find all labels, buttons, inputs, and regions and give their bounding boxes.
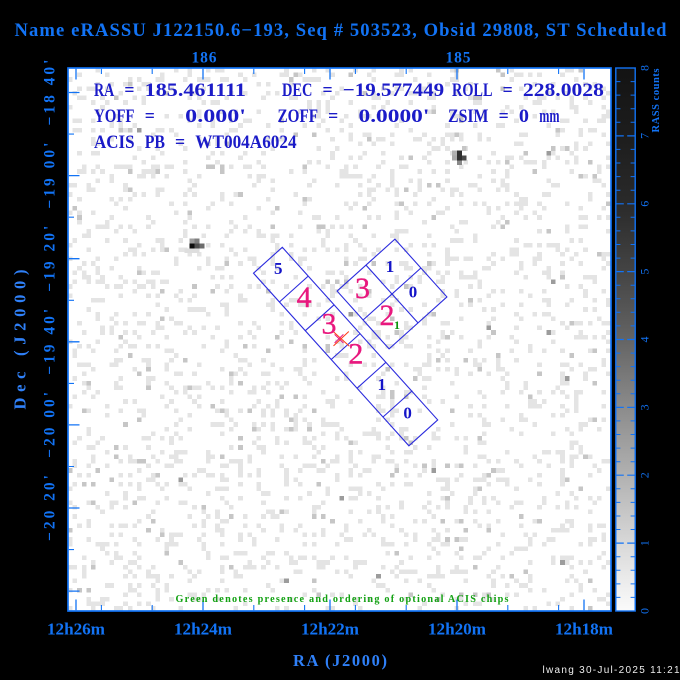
svg-text:WT004A6024: WT004A6024 bbox=[195, 132, 297, 153]
svg-text:8: 8 bbox=[637, 65, 651, 71]
svg-text:3: 3 bbox=[355, 272, 370, 305]
svg-text:5: 5 bbox=[274, 259, 283, 278]
svg-text:1: 1 bbox=[637, 540, 651, 546]
svg-text:228.0028: 228.0028 bbox=[523, 80, 604, 101]
svg-text:=: = bbox=[145, 106, 155, 127]
svg-text:ZOFF: ZOFF bbox=[278, 106, 319, 127]
svg-text:=: = bbox=[175, 132, 185, 153]
svg-text:3: 3 bbox=[322, 308, 337, 341]
svg-text:2: 2 bbox=[380, 299, 395, 332]
svg-text:185.461111: 185.461111 bbox=[145, 80, 246, 101]
svg-text:186: 186 bbox=[192, 49, 217, 66]
svg-text:4: 4 bbox=[297, 281, 312, 314]
svg-text:ZSIM: ZSIM bbox=[448, 106, 489, 127]
svg-text:RA: RA bbox=[94, 80, 114, 101]
svg-text:1: 1 bbox=[394, 318, 400, 332]
svg-text:12h24m: 12h24m bbox=[174, 619, 233, 638]
svg-text:3: 3 bbox=[637, 404, 651, 410]
svg-text:=: = bbox=[503, 80, 513, 101]
svg-text:2: 2 bbox=[637, 472, 651, 478]
svg-text:DEC: DEC bbox=[282, 80, 312, 101]
svg-text:0: 0 bbox=[409, 283, 418, 302]
svg-text:0: 0 bbox=[519, 106, 529, 127]
svg-text:7: 7 bbox=[637, 133, 651, 139]
svg-text:=: = bbox=[499, 106, 509, 127]
svg-text:6: 6 bbox=[637, 201, 651, 207]
svg-text:=: = bbox=[124, 80, 134, 101]
svg-text:=: = bbox=[328, 106, 338, 127]
svg-text:=: = bbox=[323, 80, 333, 101]
svg-text:12h20m: 12h20m bbox=[428, 619, 487, 638]
svg-text:2: 2 bbox=[348, 338, 363, 371]
svg-text:PB: PB bbox=[145, 132, 166, 153]
svg-text:ROLL: ROLL bbox=[452, 80, 493, 101]
svg-text:RA (J2000): RA (J2000) bbox=[293, 651, 387, 670]
svg-text:4: 4 bbox=[637, 337, 651, 343]
svg-text:1: 1 bbox=[378, 375, 387, 394]
svg-text:RASS counts: RASS counts bbox=[651, 69, 662, 133]
svg-text:lwang 30-Jul-2025 11:21: lwang 30-Jul-2025 11:21 bbox=[543, 665, 680, 676]
svg-text:5: 5 bbox=[637, 269, 651, 275]
svg-text:0: 0 bbox=[637, 608, 651, 614]
svg-text:0: 0 bbox=[403, 404, 412, 423]
svg-text:0.000': 0.000' bbox=[185, 106, 246, 127]
svg-text:Green denotes presence and ord: Green denotes presence and ordering of o… bbox=[176, 594, 509, 605]
svg-text:0.0000': 0.0000' bbox=[359, 106, 430, 127]
svg-text:185: 185 bbox=[446, 49, 471, 66]
svg-text:Name eRASSU J122150.6−193, Seq: Name eRASSU J122150.6−193, Seq # 503523,… bbox=[15, 20, 668, 41]
svg-text:ACIS: ACIS bbox=[94, 132, 135, 153]
svg-text:mm: mm bbox=[539, 106, 559, 127]
svg-text:12h18m: 12h18m bbox=[555, 619, 614, 638]
svg-text:YOFF: YOFF bbox=[94, 106, 135, 127]
svg-text:−19.577449: −19.577449 bbox=[343, 80, 444, 101]
svg-text:1: 1 bbox=[386, 257, 395, 276]
svg-text:12h22m: 12h22m bbox=[301, 619, 360, 638]
svg-text:12h26m: 12h26m bbox=[47, 619, 106, 638]
